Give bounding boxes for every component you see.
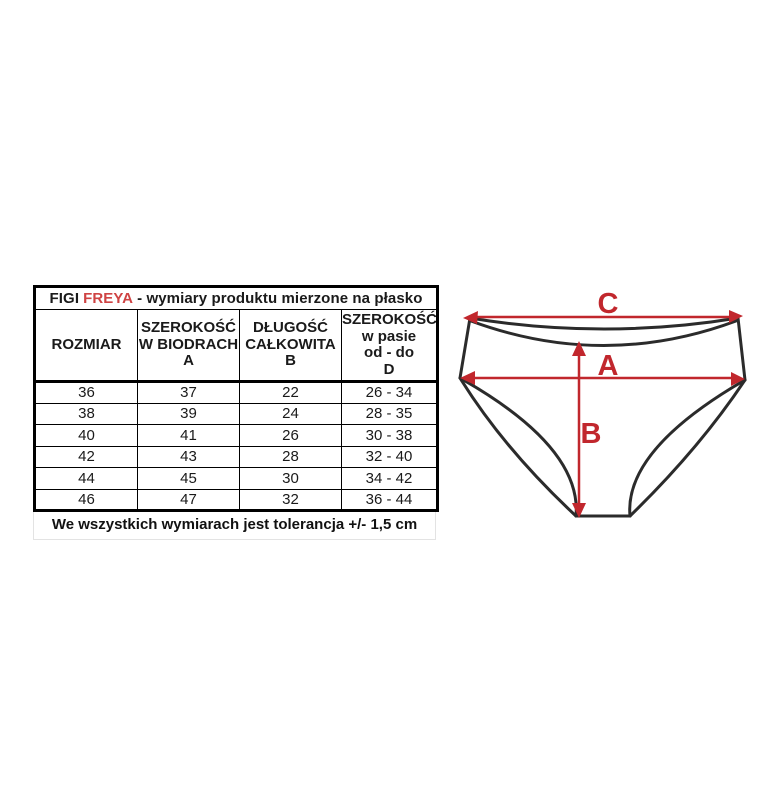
left-leg-opening bbox=[458, 376, 578, 518]
size-cell: 38 bbox=[34, 402, 138, 425]
label-a: A bbox=[598, 350, 619, 382]
arrow-c-left-head bbox=[463, 311, 478, 324]
table-row: 44 45 30 34 - 42 bbox=[34, 467, 439, 490]
tolerance-note: We wszystkich wymiarach jest tolerancja … bbox=[33, 512, 436, 540]
hip-width-cell: 47 bbox=[137, 488, 240, 511]
hip-width-cell: 45 bbox=[137, 467, 240, 490]
waist-width-cell: 26 - 34 bbox=[340, 381, 439, 404]
column-header-szerokosc-pas: SZEROKOŚĆ w pasie od - do D bbox=[340, 309, 439, 383]
waistband-top-edge bbox=[468, 316, 740, 331]
column-header-dlugosc: DŁUGOŚĆ CAŁKOWITA B bbox=[239, 309, 342, 383]
waistband-bottom-edge bbox=[469, 319, 738, 347]
panties-diagram-svg: C A B bbox=[458, 288, 747, 518]
size-cell: 42 bbox=[34, 445, 138, 468]
arrow-a-right-head bbox=[731, 372, 745, 386]
table-row: 46 47 32 36 - 44 bbox=[34, 488, 439, 511]
size-cell: 40 bbox=[34, 424, 138, 447]
hip-width-cell: 43 bbox=[137, 445, 240, 468]
column-header-szerokosc-biodra: SZEROKOŚĆ W BIODRACH A bbox=[137, 309, 240, 383]
waist-width-cell: 30 - 38 bbox=[340, 424, 439, 447]
total-length-cell: 32 bbox=[239, 488, 342, 511]
size-table: FIGI FREYA - wymiary produktu mierzone na … bbox=[33, 285, 440, 512]
total-length-cell: 26 bbox=[239, 424, 342, 447]
arrow-c-right-head bbox=[729, 310, 743, 323]
measurement-arrows bbox=[460, 310, 745, 518]
arrow-b-bottom-head bbox=[572, 503, 586, 518]
product-type-label: FIGI bbox=[49, 290, 80, 307]
table-title: FIGI FREYA - wymiary produktu mierzone na … bbox=[33, 286, 439, 310]
hip-width-cell: 41 bbox=[137, 424, 240, 447]
label-b: B bbox=[581, 418, 602, 450]
table-row: 36 37 22 26 - 34 bbox=[34, 381, 439, 404]
hip-width-cell: 37 bbox=[137, 381, 240, 404]
waist-width-cell: 34 - 42 bbox=[340, 467, 439, 490]
arrow-b-top-head bbox=[572, 341, 586, 356]
column-header-rozmiar: ROZMIAR bbox=[34, 309, 138, 383]
total-length-cell: 28 bbox=[239, 445, 342, 468]
brand-name: FREYA bbox=[83, 290, 134, 307]
table-row: 38 39 24 28 - 35 bbox=[34, 402, 439, 425]
panties-outline bbox=[458, 316, 747, 518]
size-cell: 36 bbox=[34, 381, 138, 404]
waist-width-cell: 28 - 35 bbox=[340, 402, 439, 425]
table-row: 40 41 26 30 - 38 bbox=[34, 424, 439, 447]
right-leg-opening bbox=[628, 378, 747, 518]
right-outer-edge bbox=[628, 378, 747, 518]
total-length-cell: 22 bbox=[239, 381, 342, 404]
right-side-edge bbox=[736, 316, 747, 382]
total-length-cell: 30 bbox=[239, 467, 342, 490]
size-cell: 46 bbox=[34, 488, 138, 511]
table-header-row: ROZMIAR SZEROKOŚĆ W BIODRACH A DŁUGOŚĆ C… bbox=[34, 309, 439, 383]
total-length-cell: 24 bbox=[239, 402, 342, 425]
left-side-edge bbox=[458, 316, 472, 380]
title-description: - wymiary produktu mierzone na płasko bbox=[137, 290, 423, 307]
measurement-diagram: C A B bbox=[448, 278, 770, 540]
size-table-section: FIGI FREYA - wymiary produktu mierzone na … bbox=[33, 285, 440, 540]
size-cell: 44 bbox=[34, 467, 138, 490]
left-outer-edge bbox=[458, 376, 578, 518]
waist-width-cell: 36 - 44 bbox=[340, 488, 439, 511]
measurement-labels: C A B bbox=[581, 288, 619, 450]
table-row: 42 43 28 32 - 40 bbox=[34, 445, 439, 468]
hip-width-cell: 39 bbox=[137, 402, 240, 425]
table-title-row: FIGI FREYA - wymiary produktu mierzone na … bbox=[33, 286, 439, 310]
waist-width-cell: 32 - 40 bbox=[340, 445, 439, 468]
label-c: C bbox=[598, 288, 619, 320]
arrow-a-left-head bbox=[460, 371, 475, 385]
